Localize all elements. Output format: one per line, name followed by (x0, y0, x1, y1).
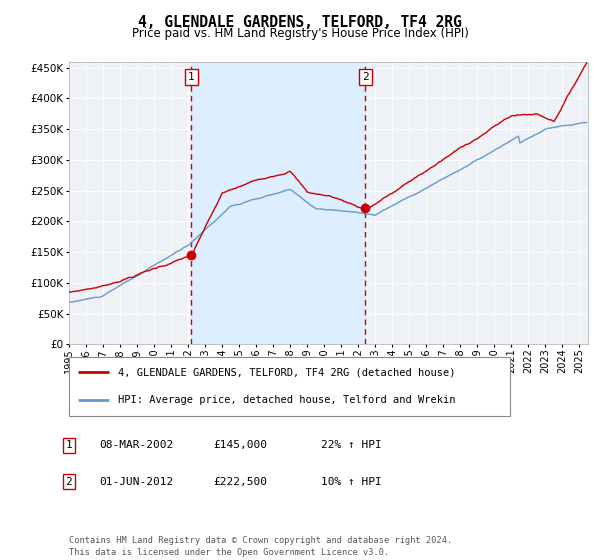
Text: £222,500: £222,500 (213, 477, 267, 487)
Text: HPI: Average price, detached house, Telford and Wrekin: HPI: Average price, detached house, Telf… (118, 395, 455, 405)
Text: 01-JUN-2012: 01-JUN-2012 (99, 477, 173, 487)
Text: 10% ↑ HPI: 10% ↑ HPI (321, 477, 382, 487)
Text: Price paid vs. HM Land Registry's House Price Index (HPI): Price paid vs. HM Land Registry's House … (131, 27, 469, 40)
Bar (191, 62, 365, 344)
FancyBboxPatch shape (69, 357, 510, 416)
Text: 2: 2 (362, 72, 369, 82)
Text: 22% ↑ HPI: 22% ↑ HPI (321, 440, 382, 450)
Text: 4, GLENDALE GARDENS, TELFORD, TF4 2RG: 4, GLENDALE GARDENS, TELFORD, TF4 2RG (138, 15, 462, 30)
Text: 1: 1 (188, 72, 194, 82)
Text: 4, GLENDALE GARDENS, TELFORD, TF4 2RG (detached house): 4, GLENDALE GARDENS, TELFORD, TF4 2RG (d… (118, 367, 455, 377)
Text: £145,000: £145,000 (213, 440, 267, 450)
Text: Contains HM Land Registry data © Crown copyright and database right 2024.
This d: Contains HM Land Registry data © Crown c… (69, 536, 452, 557)
Text: 08-MAR-2002: 08-MAR-2002 (99, 440, 173, 450)
Text: 1: 1 (65, 440, 73, 450)
Text: 2: 2 (65, 477, 73, 487)
